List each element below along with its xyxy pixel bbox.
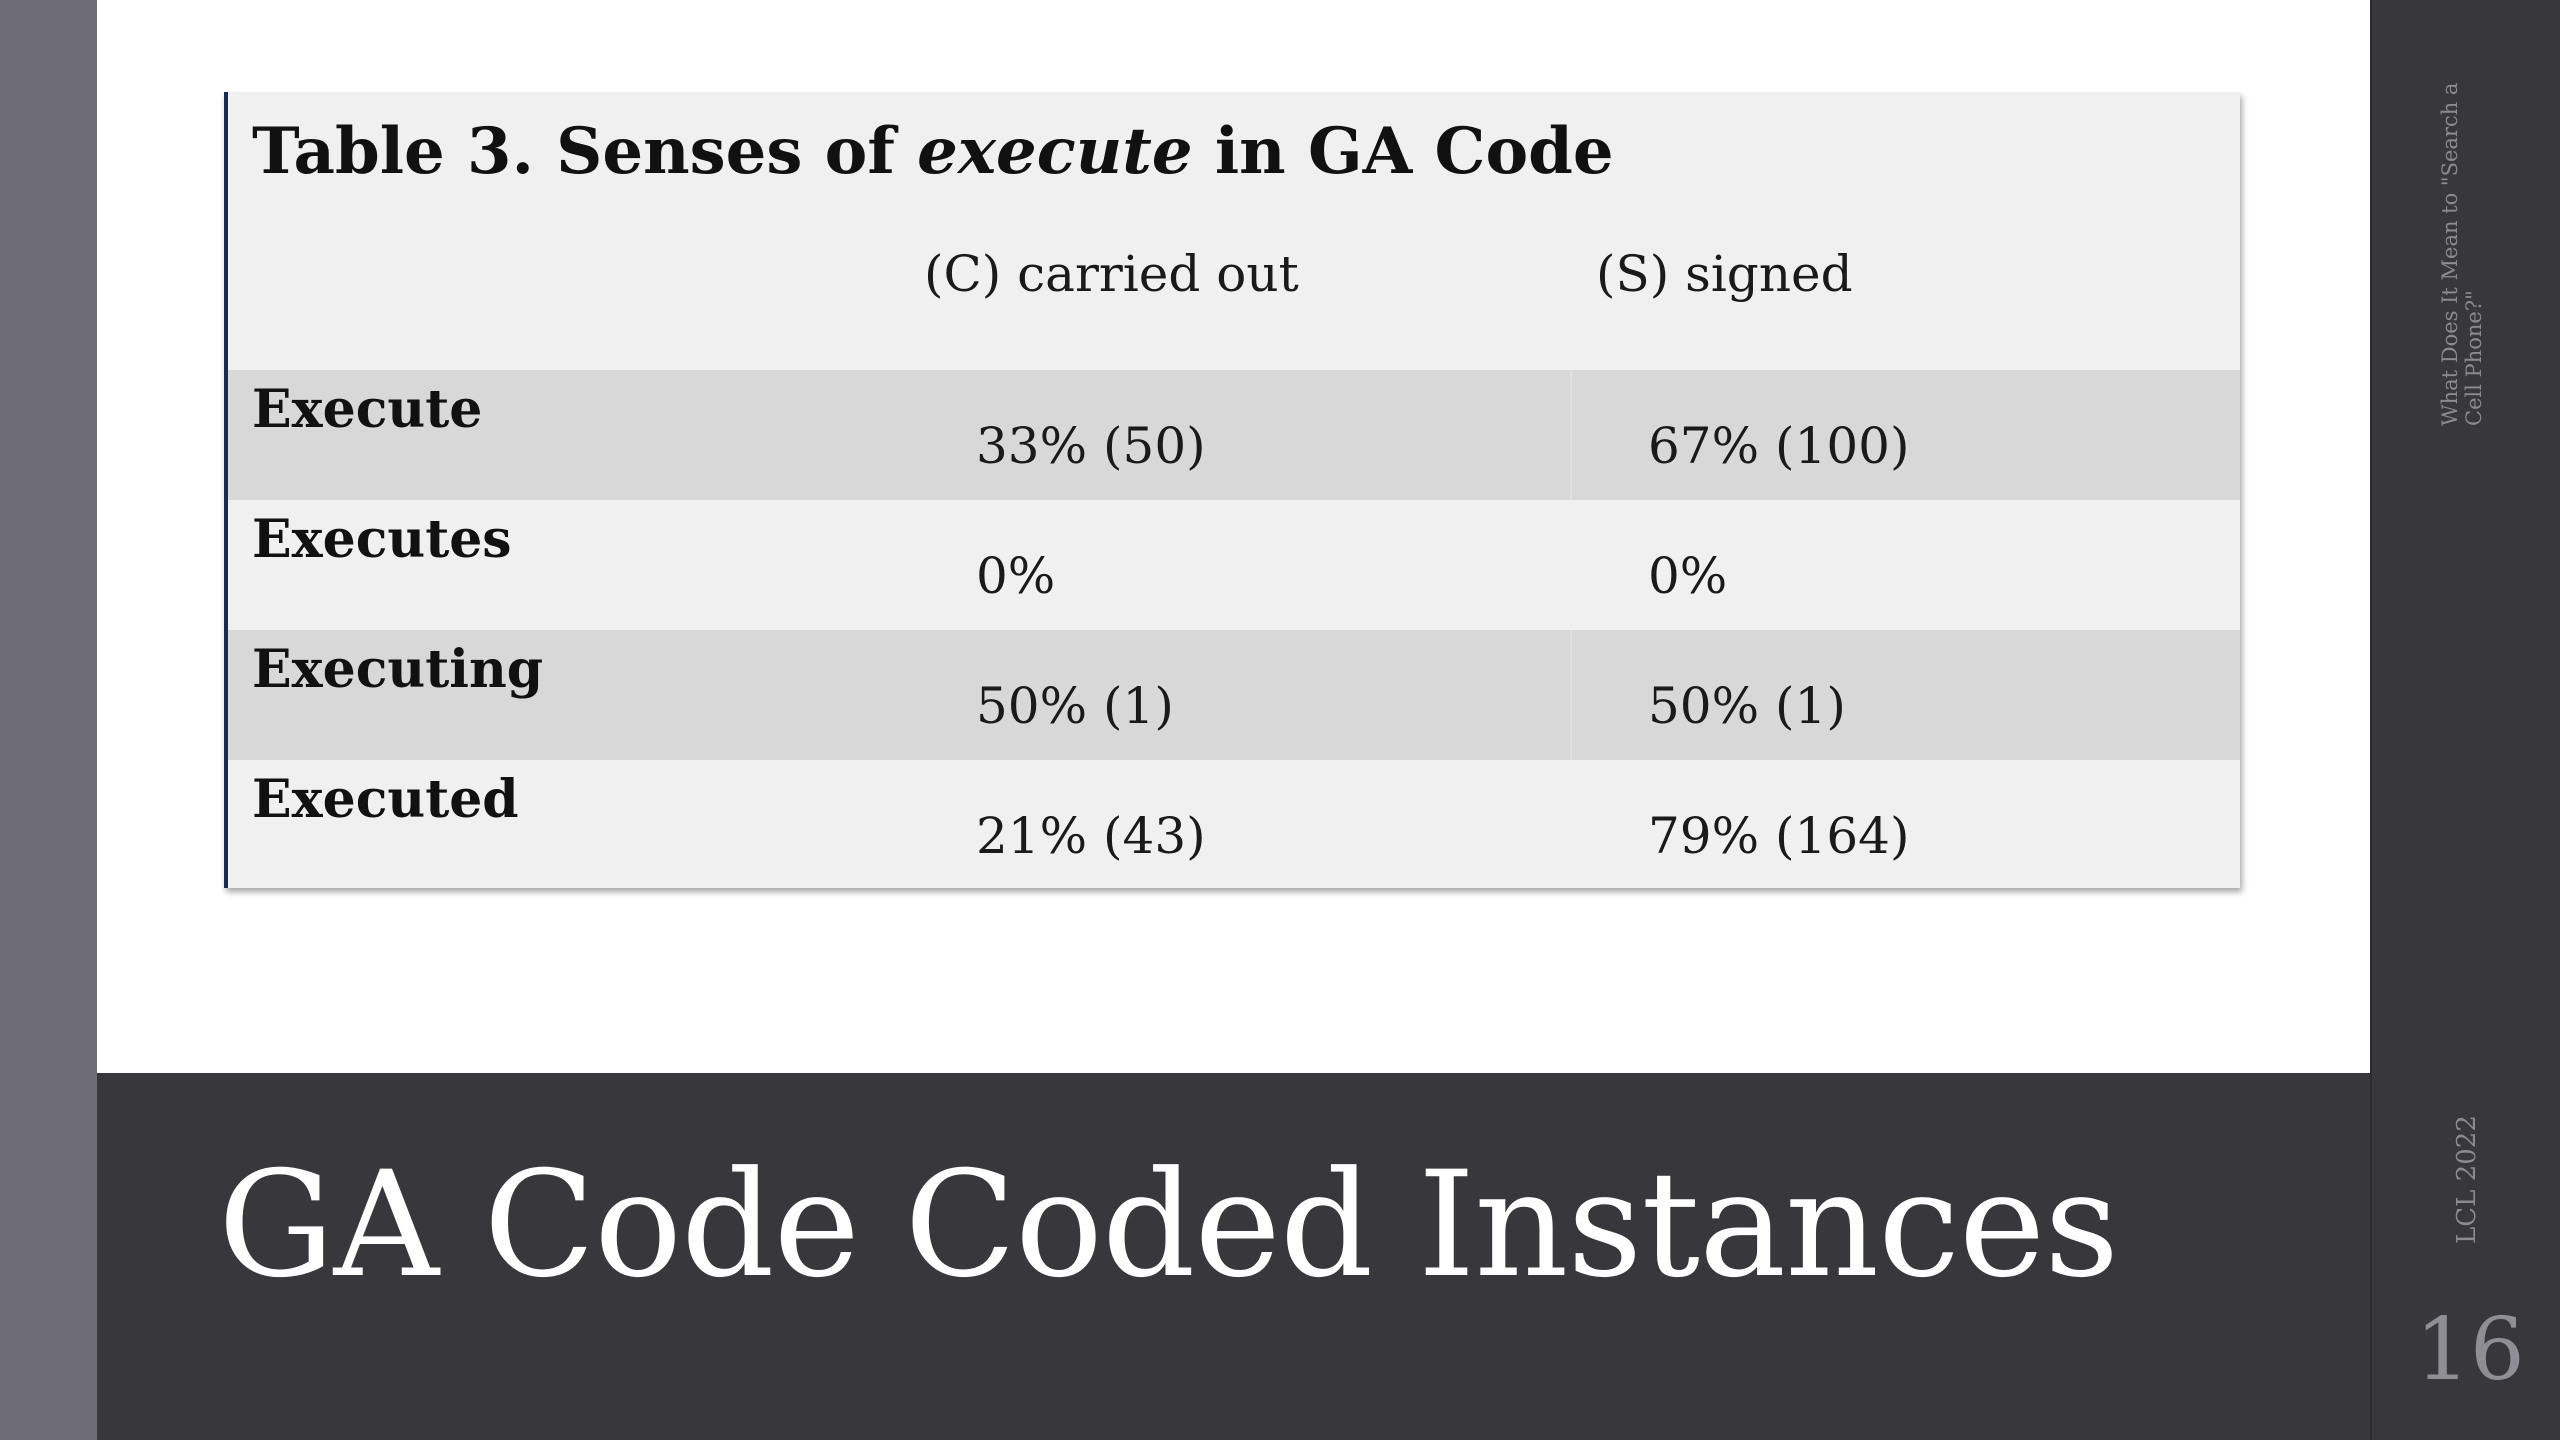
caption-prefix: Table 3. Senses of bbox=[252, 114, 918, 189]
footer-presentation-title: What Does It Mean to "Search a Cell Phon… bbox=[2438, 82, 2486, 426]
slide-title: GA Code Coded Instances bbox=[218, 1140, 2119, 1310]
cell-divider bbox=[1570, 630, 1572, 760]
table-caption: Table 3. Senses of execute in GA Code bbox=[252, 112, 1614, 192]
slide-footer-panel bbox=[2370, 0, 2560, 1440]
cell-signed: 79% (164) bbox=[1648, 807, 1910, 865]
table-row: Execute 33% (50) 67% (100) bbox=[228, 370, 2240, 500]
cell-signed: 67% (100) bbox=[1648, 417, 1910, 475]
row-label: Execute bbox=[252, 379, 483, 440]
caption-italic-word: execute bbox=[917, 114, 1193, 189]
cell-carried-out: 33% (50) bbox=[976, 417, 1206, 475]
cell-carried-out: 21% (43) bbox=[976, 807, 1206, 865]
table-row: Executing 50% (1) 50% (1) bbox=[228, 630, 2240, 760]
footer-date: LCL 2022 bbox=[2452, 1115, 2482, 1244]
cell-signed: 0% bbox=[1648, 547, 1728, 605]
table-row: Executed 21% (43) 79% (164) bbox=[228, 760, 2240, 890]
cell-carried-out: 50% (1) bbox=[976, 677, 1174, 735]
column-header-carried-out: (C) carried out bbox=[924, 245, 1299, 303]
slide-number: 16 bbox=[2415, 1300, 2525, 1400]
cell-carried-out: 0% bbox=[976, 547, 1056, 605]
title-band bbox=[97, 1073, 2370, 1440]
cell-divider bbox=[1570, 370, 1572, 500]
table-row: Executes 0% 0% bbox=[228, 500, 2240, 630]
senses-table: Table 3. Senses of execute in GA Code (C… bbox=[224, 92, 2240, 888]
left-side-strip bbox=[0, 0, 97, 1440]
row-label: Executes bbox=[252, 509, 512, 570]
row-label: Executed bbox=[252, 769, 519, 830]
column-header-signed: (S) signed bbox=[1596, 245, 1853, 303]
cell-signed: 50% (1) bbox=[1648, 677, 1846, 735]
row-label: Executing bbox=[252, 639, 544, 700]
caption-suffix: in GA Code bbox=[1192, 114, 1614, 189]
